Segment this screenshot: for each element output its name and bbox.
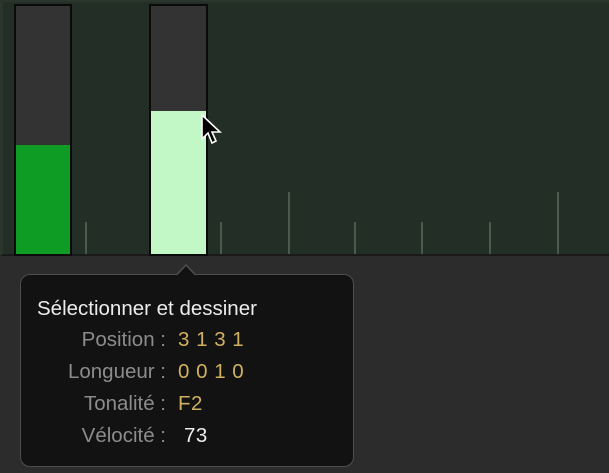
arrow-pointer-icon (201, 113, 223, 145)
row-label: Position : (81, 328, 166, 351)
row-label: Longueur : (67, 360, 166, 383)
row-value: F2 (178, 392, 203, 415)
velocity-lane[interactable] (0, 0, 609, 256)
grid-tick (489, 222, 491, 254)
velocity-bar-selected[interactable] (149, 4, 208, 256)
tooltip-row-position: Position : 3 1 3 1 (0, 328, 354, 358)
grid-tick (557, 192, 559, 254)
grid-tick (220, 222, 222, 254)
tooltip-row-pitch: Tonalité : F2 (0, 392, 354, 422)
tooltip-arrow (176, 264, 196, 276)
row-value: 73 (184, 424, 208, 447)
grid-tick (85, 222, 87, 254)
tooltip-row-length: Longueur : 0 0 1 0 (0, 360, 354, 390)
row-value: 0 0 1 0 (178, 360, 245, 383)
row-label: Tonalité : (83, 392, 166, 415)
grid-tick (354, 222, 356, 254)
row-value: 3 1 3 1 (178, 328, 245, 351)
grid-tick (421, 222, 423, 254)
velocity-fill (151, 111, 206, 254)
velocity-fill (16, 144, 70, 254)
row-label: Vélocité : (81, 424, 166, 447)
tooltip-title: Sélectionner et dessiner (37, 297, 257, 320)
tooltip (20, 274, 354, 467)
tooltip-row-velocity: Vélocité : 73 (0, 424, 354, 454)
grid-tick (288, 192, 290, 254)
velocity-bar[interactable] (14, 4, 72, 256)
